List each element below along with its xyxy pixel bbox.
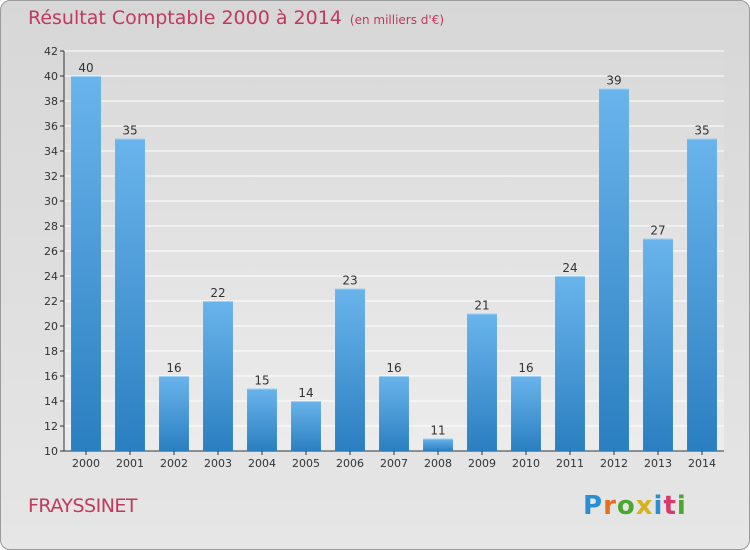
- bar-2002: [159, 376, 189, 451]
- x-tick-label-2002: 2002: [160, 457, 188, 470]
- y-tick-label-42: 42: [44, 45, 58, 58]
- logo-letter: P: [583, 491, 604, 521]
- data-label-2000: 40: [78, 61, 93, 75]
- data-label-2008: 11: [430, 424, 445, 438]
- bar-2011: [555, 276, 585, 451]
- x-tick-label-2006: 2006: [336, 457, 364, 470]
- y-tick-label-34: 34: [44, 145, 58, 158]
- bar-2006: [335, 288, 365, 451]
- bar-2004: [247, 388, 277, 451]
- y-tick-label-30: 30: [44, 195, 58, 208]
- data-label-2005: 14: [298, 386, 313, 400]
- logo-letter: i: [676, 491, 687, 521]
- y-tick-label-10: 10: [44, 445, 58, 458]
- bar-2001: [115, 138, 145, 451]
- y-tick-label-24: 24: [44, 270, 58, 283]
- x-tick-label-2001: 2001: [116, 457, 144, 470]
- data-label-2007: 16: [386, 361, 401, 375]
- y-tick-label-26: 26: [44, 245, 58, 258]
- data-label-2004: 15: [254, 374, 269, 388]
- x-tick-label-2007: 2007: [380, 457, 408, 470]
- chart-title: Résultat Comptable 2000 à 2014 (en millie…: [28, 7, 444, 29]
- bar-2013: [643, 238, 673, 451]
- data-label-2011: 24: [562, 261, 577, 275]
- data-label-2003: 22: [210, 286, 225, 300]
- data-label-2014: 35: [694, 124, 709, 138]
- y-tick-label-14: 14: [44, 395, 58, 408]
- data-labels: 40 35 16 22 15 14 23 16 11 21 16 24 39 27 35: [78, 61, 709, 438]
- y-tick-label-36: 36: [44, 120, 58, 133]
- bar-2005: [291, 401, 321, 451]
- y-tick-label-38: 38: [44, 95, 58, 108]
- y-tick-label-28: 28: [44, 220, 58, 233]
- y-tick-label-18: 18: [44, 345, 58, 358]
- bar-2012: [599, 88, 629, 451]
- data-label-2009: 21: [474, 299, 489, 313]
- data-label-2012: 39: [606, 74, 621, 88]
- x-tick-label-2009: 2009: [468, 457, 496, 470]
- bar-2014: [687, 138, 717, 451]
- logo-letter: t: [663, 491, 677, 521]
- data-label-2010: 16: [518, 361, 533, 375]
- y-tick-label-16: 16: [44, 370, 58, 383]
- chart-unit-note: (en milliers d'€): [349, 13, 445, 27]
- axes: 10 12 14 16 18 20 22 24 26 28 30 32 34 36 38 40 42 2000 20…: [44, 45, 724, 470]
- logo-letter: i: [653, 491, 664, 521]
- bar-2009: [467, 313, 497, 451]
- y-tick-label-40: 40: [44, 70, 58, 83]
- x-tick-label-2012: 2012: [600, 457, 628, 470]
- bar-2008: [423, 438, 453, 451]
- x-tick-label-2010: 2010: [512, 457, 540, 470]
- x-tick-label-2008: 2008: [424, 457, 452, 470]
- y-tick-label-22: 22: [44, 295, 58, 308]
- commune-name: FRAYSSINET: [28, 495, 138, 517]
- x-tick-label-2013: 2013: [644, 457, 672, 470]
- y-tick-label-32: 32: [44, 170, 58, 183]
- logo-letter: r: [603, 491, 617, 521]
- x-tick-label-2004: 2004: [248, 457, 276, 470]
- data-label-2013: 27: [650, 224, 665, 238]
- bar-2010: [511, 376, 541, 451]
- logo-letter: o: [616, 491, 636, 521]
- data-label-2006: 23: [342, 274, 357, 288]
- bar-2000: [71, 76, 101, 451]
- logo-letter: x: [635, 491, 654, 521]
- data-label-2001: 35: [122, 124, 137, 138]
- y-tick-label-20: 20: [44, 320, 58, 333]
- proxiti-logo[interactable]: Proxiti: [583, 491, 687, 521]
- x-tick-label-2003: 2003: [204, 457, 232, 470]
- bar-2003: [203, 301, 233, 451]
- x-tick-label-2014: 2014: [688, 457, 716, 470]
- bar-2007: [379, 376, 409, 451]
- x-tick-label-2000: 2000: [72, 457, 100, 470]
- bars: [71, 76, 717, 451]
- x-tick-label-2005: 2005: [292, 457, 320, 470]
- chart-title-text: Résultat Comptable 2000 à 2014: [28, 7, 342, 29]
- data-label-2002: 16: [166, 361, 181, 375]
- x-tick-label-2011: 2011: [556, 457, 584, 470]
- y-tick-label-12: 12: [44, 420, 58, 433]
